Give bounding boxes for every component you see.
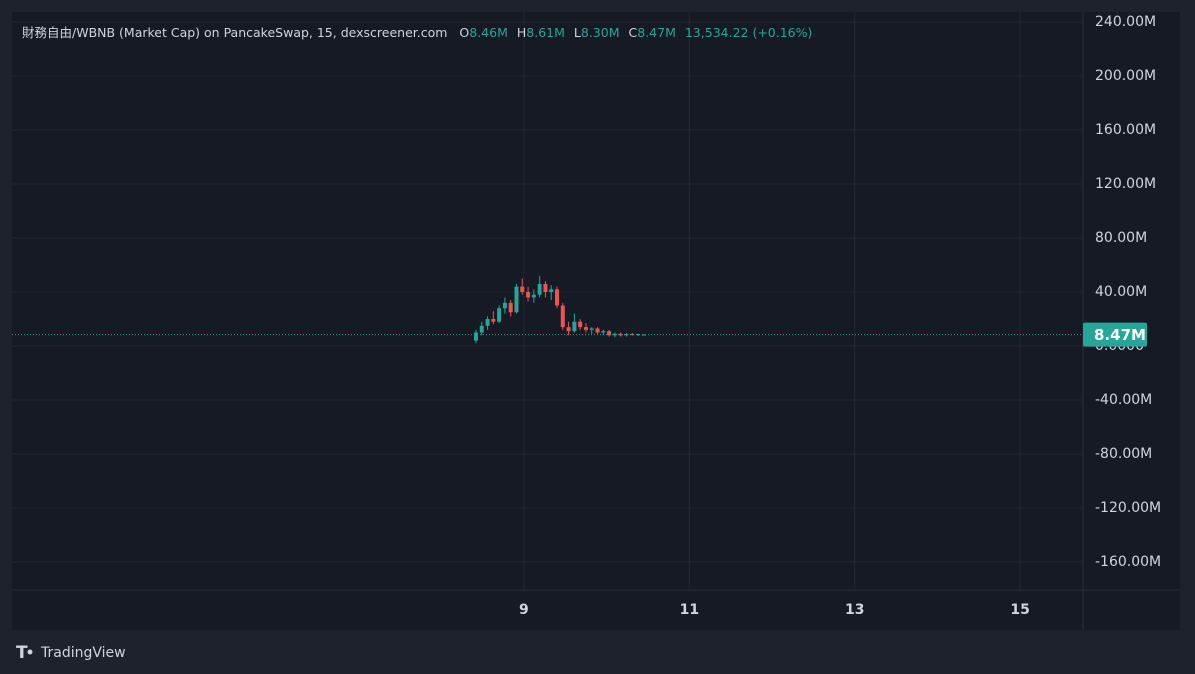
candle-body xyxy=(607,331,612,336)
candle-body xyxy=(618,333,623,336)
ohlc-key: H xyxy=(517,25,526,40)
y-tick-label: -120.00M xyxy=(1095,500,1161,516)
candle-body xyxy=(555,289,560,306)
last-price-label: 8.47M xyxy=(1094,326,1146,344)
candle-body xyxy=(491,319,496,322)
candle-body xyxy=(526,292,531,298)
candle-body xyxy=(572,321,577,332)
y-tick-label: 80.00M xyxy=(1095,230,1147,246)
candle-body xyxy=(514,286,519,313)
candle-body xyxy=(560,305,565,328)
candle-body xyxy=(502,302,507,309)
candle-body xyxy=(485,319,490,326)
candle-body xyxy=(641,334,646,336)
candle-body xyxy=(473,332,478,341)
grid xyxy=(12,12,1083,590)
chart-title: 財務自由/WBNB (Market Cap) on PancakeSwap, 1… xyxy=(22,25,447,40)
candle-body xyxy=(595,328,600,333)
candle-body xyxy=(583,327,588,330)
candle-body xyxy=(531,294,536,298)
candle-body xyxy=(578,321,583,328)
footer-brand: TradingView xyxy=(40,645,126,661)
ohlc-value: 8.47M xyxy=(637,25,676,40)
candle-body xyxy=(566,327,571,332)
ohlc-key: L xyxy=(574,25,581,40)
ohlc-key: O xyxy=(459,25,469,40)
y-tick-label: -80.00M xyxy=(1095,446,1152,462)
legend-header: 財務自由/WBNB (Market Cap) on PancakeSwap, 1… xyxy=(22,25,812,40)
candle-body xyxy=(612,333,617,336)
y-tick-label: -160.00M xyxy=(1095,554,1161,570)
ohlc-key: C xyxy=(629,25,638,40)
logo xyxy=(27,649,33,655)
last-price-box xyxy=(1083,322,1147,347)
y-tick-label: 240.00M xyxy=(1095,14,1156,30)
ohlc-value: 8.30M xyxy=(581,25,620,40)
footer: T TradingView xyxy=(16,643,126,663)
candle-body xyxy=(508,302,513,313)
candle-body xyxy=(589,328,594,330)
chart-panel xyxy=(12,12,1180,630)
x-tick-label: 15 xyxy=(1010,602,1029,618)
candle-body xyxy=(636,334,641,336)
candle-body xyxy=(479,325,484,333)
x-tick-label: 13 xyxy=(845,602,864,618)
ohlc-value: 8.46M xyxy=(469,25,508,40)
candle-body xyxy=(537,283,542,295)
y-tick-label: 120.00M xyxy=(1095,176,1156,192)
candle-body xyxy=(630,334,635,336)
candle-body xyxy=(549,289,554,293)
y-tick-label: 40.00M xyxy=(1095,284,1147,300)
x-tick-label: 11 xyxy=(680,602,699,618)
y-tick-label: 160.00M xyxy=(1095,122,1156,138)
candle-body xyxy=(601,331,606,333)
candle-body xyxy=(520,286,525,293)
axis-labels: 240.00M 200.00M 160.00M 120.00M 80.00M 40.00M… xyxy=(519,14,1161,618)
x-tick-label: 9 xyxy=(519,602,529,618)
y-tick-label: -40.00M xyxy=(1095,392,1152,408)
change: 13,534.22 (+0.16%) xyxy=(685,25,813,40)
candle-body xyxy=(497,308,502,322)
ohlc-value: 8.61M xyxy=(526,25,565,40)
logo: T xyxy=(16,643,28,663)
candle-body xyxy=(624,334,629,336)
candles xyxy=(12,275,1083,344)
y-tick-label: 200.00M xyxy=(1095,68,1156,84)
candle-body xyxy=(543,283,548,293)
